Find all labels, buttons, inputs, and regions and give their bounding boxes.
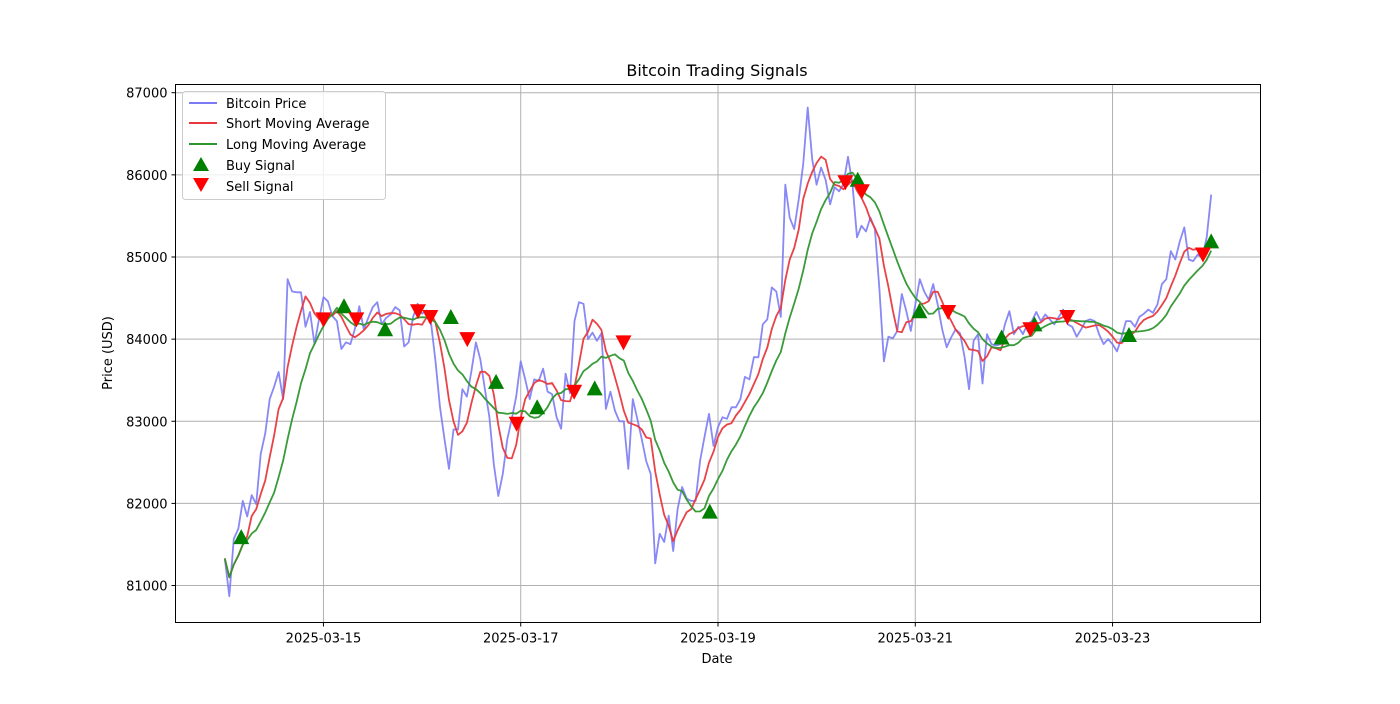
y-tick-label: 82000 [126, 497, 167, 512]
sell-signal-marker [566, 384, 583, 400]
sell-signal-marker [615, 335, 632, 351]
buy-signal-marker [911, 303, 928, 319]
x-axis-label: Date [701, 652, 732, 667]
sell-signal-marker [315, 312, 332, 328]
y-tick-label: 81000 [126, 580, 167, 595]
chart-title: Bitcoin Trading Signals [626, 61, 807, 80]
legend: Bitcoin Price Short Moving Average Long … [182, 91, 386, 200]
x-tick-label: 2025-03-19 [680, 632, 756, 647]
sell-signal-marker [1059, 309, 1076, 325]
axes-frame [175, 84, 1261, 623]
sell-signal-marker [940, 305, 957, 321]
buy-signal-marker [377, 321, 394, 337]
legend-sell-marker [193, 178, 209, 192]
sell-signal-marker [1022, 322, 1039, 338]
price-line [223, 106, 1213, 598]
ticks: 2025-03-15 2025-03-17 2025-03-19 2025-03-21… [126, 87, 1150, 647]
y-tick-label: 85000 [126, 251, 167, 266]
buy-signal-marker [1120, 327, 1137, 343]
buy-signal-marker [1203, 233, 1220, 249]
buy-signal-marker [701, 503, 718, 519]
sell-signal-marker [348, 312, 365, 328]
buy-signal-marker [993, 329, 1010, 345]
legend-price-label: Bitcoin Price [226, 97, 306, 112]
x-tick-label: 2025-03-15 [286, 632, 362, 647]
legend-buy-marker [193, 157, 209, 171]
sell-signal-marker [853, 184, 870, 200]
x-tick-label: 2025-03-23 [1075, 632, 1151, 647]
y-tick-label: 87000 [126, 87, 167, 102]
long-ma-line [223, 171, 1213, 579]
buy-signal-marker [849, 171, 866, 187]
y-tick-label: 84000 [126, 333, 167, 348]
sell-signal-marker [837, 175, 854, 191]
short-ma-line [223, 155, 1213, 579]
x-tick-label: 2025-03-21 [877, 632, 953, 647]
sell-signal-marker [508, 416, 525, 432]
plot-area [223, 106, 1220, 598]
buy-signal-marker [336, 298, 353, 314]
buy-signal-marker [488, 373, 505, 389]
legend-short-label: Short Moving Average [226, 117, 370, 132]
legend-sell-label: Sell Signal [226, 180, 294, 195]
sell-signal-marker [409, 304, 426, 320]
buy-signal-marker [442, 308, 459, 324]
buy-signal-marker [529, 399, 546, 415]
buy-signal-marker [233, 529, 250, 545]
sell-signal-marker [1194, 247, 1211, 263]
legend-long-label: Long Moving Average [226, 138, 366, 153]
y-tick-label: 86000 [126, 169, 167, 184]
buy-signal-marker [586, 380, 603, 396]
legend-buy-label: Buy Signal [226, 159, 295, 174]
sell-signal-marker [459, 332, 476, 348]
y-axis-label: Price (USD) [101, 316, 116, 390]
y-tick-label: 83000 [126, 415, 167, 430]
x-tick-label: 2025-03-17 [483, 632, 559, 647]
sell-signal-marker [422, 309, 439, 325]
